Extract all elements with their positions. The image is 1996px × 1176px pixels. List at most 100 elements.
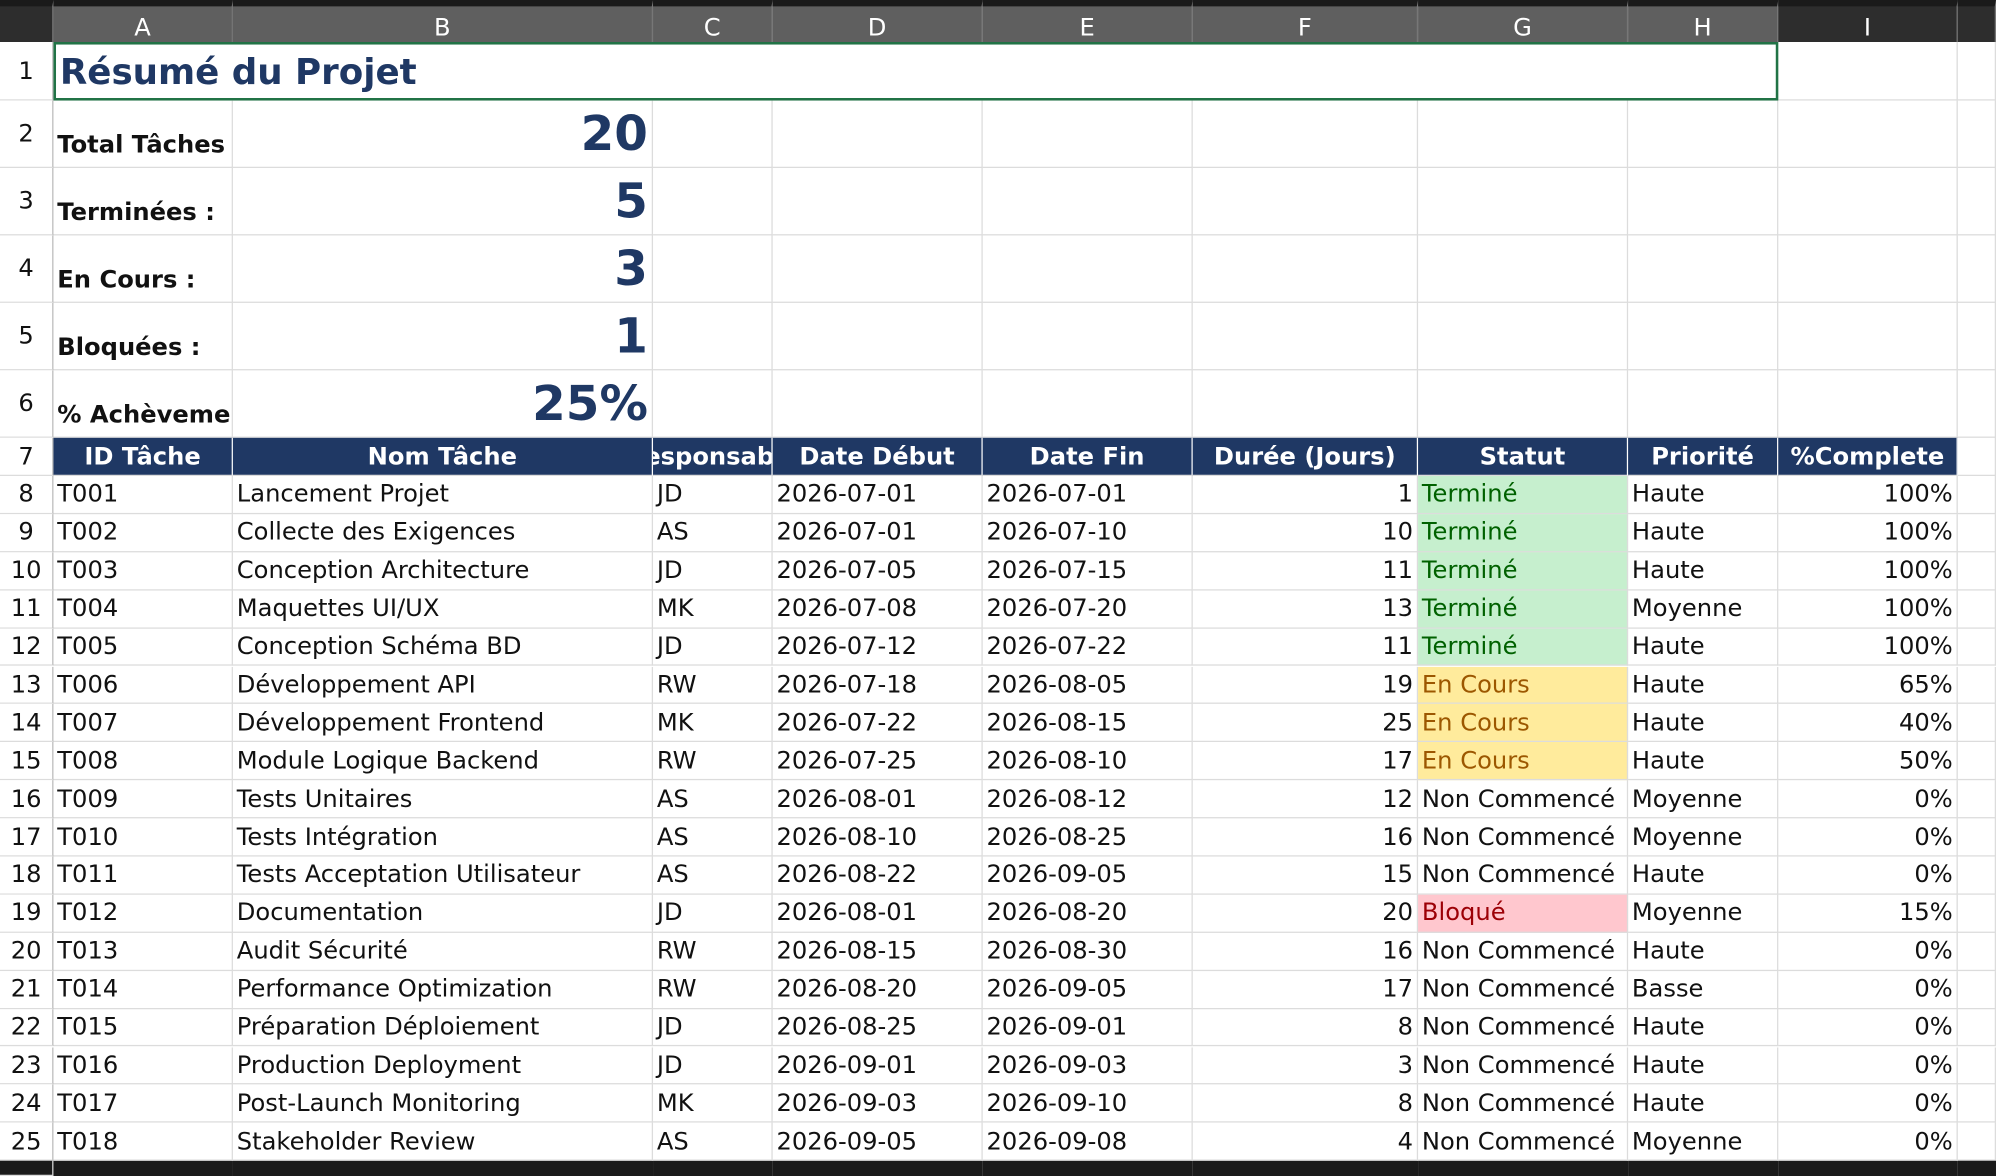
table-cell[interactable]: RW: [653, 970, 773, 1009]
summary-value[interactable]: 25%: [232, 370, 654, 438]
empty-cell[interactable]: [1957, 590, 1996, 629]
table-cell[interactable]: 2026-07-05: [772, 552, 983, 591]
empty-cell[interactable]: [1957, 704, 1996, 743]
table-cell[interactable]: T016: [53, 1046, 233, 1085]
table-cell[interactable]: 2026-07-25: [772, 742, 983, 781]
table-header[interactable]: ID Tâche: [53, 437, 233, 477]
table-cell[interactable]: Haute: [1628, 704, 1779, 743]
empty-cell[interactable]: [1778, 42, 1958, 101]
table-cell[interactable]: Tests Unitaires: [232, 780, 654, 819]
table-cell[interactable]: 2026-09-01: [982, 1008, 1193, 1047]
summary-value[interactable]: 3: [232, 235, 654, 303]
table-cell[interactable]: Haute: [1628, 476, 1779, 515]
table-cell[interactable]: Non Commencé: [1418, 856, 1629, 895]
table-cell[interactable]: 2026-07-01: [772, 514, 983, 553]
table-cell[interactable]: 2026-08-20: [982, 894, 1193, 933]
table-cell[interactable]: Non Commencé: [1418, 780, 1629, 819]
empty-cell[interactable]: [1192, 302, 1419, 371]
row-header[interactable]: 14: [0, 704, 54, 743]
empty-cell[interactable]: [1192, 168, 1419, 236]
table-cell[interactable]: Non Commencé: [1418, 932, 1629, 971]
table-cell[interactable]: 3: [1192, 1046, 1419, 1085]
empty-cell[interactable]: [1628, 100, 1779, 169]
table-cell[interactable]: 2026-08-15: [982, 704, 1193, 743]
row-header[interactable]: 6: [0, 370, 54, 438]
table-cell[interactable]: Non Commencé: [1418, 1084, 1629, 1123]
table-cell[interactable]: Haute: [1628, 742, 1779, 781]
row-header[interactable]: 19: [0, 894, 54, 933]
column-header[interactable]: C: [653, 0, 773, 43]
table-cell[interactable]: 2026-07-01: [772, 476, 983, 515]
table-cell[interactable]: AS: [653, 780, 773, 819]
table-cell[interactable]: T017: [53, 1084, 233, 1123]
empty-cell[interactable]: [982, 370, 1193, 438]
table-cell[interactable]: AS: [653, 856, 773, 895]
table-cell[interactable]: Développement Frontend: [232, 704, 654, 743]
table-cell[interactable]: JD: [653, 1008, 773, 1047]
empty-cell[interactable]: [653, 302, 773, 371]
table-cell[interactable]: 0%: [1778, 970, 1958, 1009]
table-cell[interactable]: Développement API: [232, 666, 654, 705]
table-cell[interactable]: 100%: [1778, 514, 1958, 553]
summary-value[interactable]: 1: [232, 302, 654, 371]
empty-cell[interactable]: [1418, 370, 1629, 438]
empty-cell[interactable]: [772, 1160, 983, 1176]
empty-cell[interactable]: [982, 302, 1193, 371]
row-header[interactable]: 3: [0, 168, 54, 236]
table-cell[interactable]: 2026-09-10: [982, 1084, 1193, 1123]
empty-cell[interactable]: [772, 168, 983, 236]
empty-cell[interactable]: [1418, 235, 1629, 303]
column-header[interactable]: B: [232, 0, 654, 43]
row-header[interactable]: 1: [0, 42, 54, 101]
table-cell[interactable]: 4: [1192, 1122, 1419, 1161]
table-cell[interactable]: En Cours: [1418, 704, 1629, 743]
empty-cell[interactable]: [1957, 168, 1996, 236]
row-header[interactable]: 23: [0, 1046, 54, 1085]
row-header[interactable]: 12: [0, 628, 54, 667]
table-cell[interactable]: T007: [53, 704, 233, 743]
table-cell[interactable]: 2026-08-12: [982, 780, 1193, 819]
table-cell[interactable]: 10: [1192, 514, 1419, 553]
table-cell[interactable]: 2026-09-05: [772, 1122, 983, 1161]
empty-cell[interactable]: [1957, 437, 1996, 477]
table-cell[interactable]: Préparation Déploiement: [232, 1008, 654, 1047]
table-cell[interactable]: Moyenne: [1628, 894, 1779, 933]
empty-cell[interactable]: [1957, 42, 1996, 101]
table-cell[interactable]: 2026-08-30: [982, 932, 1193, 971]
table-cell[interactable]: 0%: [1778, 932, 1958, 971]
row-header[interactable]: 10: [0, 552, 54, 591]
table-cell[interactable]: T010: [53, 818, 233, 857]
table-cell[interactable]: 2026-08-01: [772, 894, 983, 933]
empty-cell[interactable]: [1628, 1160, 1779, 1176]
empty-cell[interactable]: [982, 1160, 1193, 1176]
table-cell[interactable]: 100%: [1778, 552, 1958, 591]
empty-cell[interactable]: [1778, 370, 1958, 438]
empty-cell[interactable]: [772, 235, 983, 303]
table-cell[interactable]: MK: [653, 704, 773, 743]
empty-cell[interactable]: [1628, 302, 1779, 371]
table-cell[interactable]: 0%: [1778, 1122, 1958, 1161]
table-cell[interactable]: 12: [1192, 780, 1419, 819]
row-header[interactable]: 11: [0, 590, 54, 629]
empty-cell[interactable]: [53, 1160, 233, 1176]
table-cell[interactable]: 2026-08-10: [772, 818, 983, 857]
table-header[interactable]: %Complete: [1778, 437, 1958, 477]
empty-cell[interactable]: [982, 235, 1193, 303]
row-header[interactable]: 2: [0, 100, 54, 169]
table-cell[interactable]: Haute: [1628, 552, 1779, 591]
table-cell[interactable]: Conception Architecture: [232, 552, 654, 591]
table-cell[interactable]: 0%: [1778, 856, 1958, 895]
empty-cell[interactable]: [1628, 370, 1779, 438]
row-header[interactable]: 16: [0, 780, 54, 819]
empty-cell[interactable]: [1957, 856, 1996, 895]
table-cell[interactable]: T018: [53, 1122, 233, 1161]
empty-cell[interactable]: [1957, 235, 1996, 303]
empty-cell[interactable]: [1957, 1160, 1996, 1176]
table-header[interactable]: Date Fin: [982, 437, 1193, 477]
table-cell[interactable]: Moyenne: [1628, 1122, 1779, 1161]
table-cell[interactable]: AS: [653, 514, 773, 553]
table-cell[interactable]: 2026-08-20: [772, 970, 983, 1009]
table-cell[interactable]: Maquettes UI/UX: [232, 590, 654, 629]
table-cell[interactable]: En Cours: [1418, 742, 1629, 781]
table-header[interactable]: Nom Tâche: [232, 437, 654, 477]
